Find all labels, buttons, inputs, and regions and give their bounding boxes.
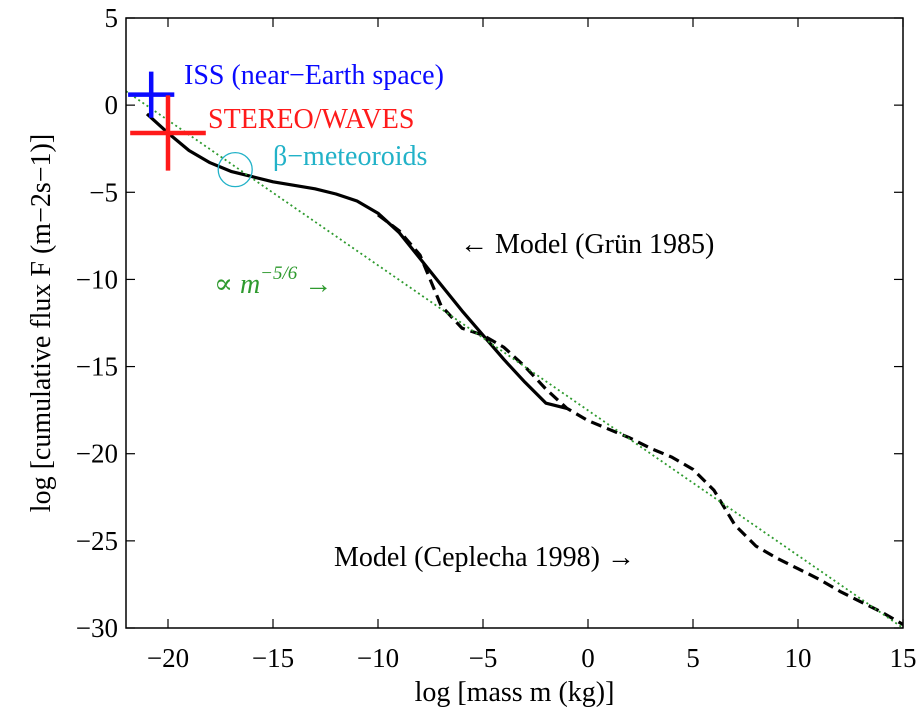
x-axis-ticks: −20 −15 −10 −5 0 5 10 15 (147, 18, 917, 673)
powerlaw-exponent: −5/6 (260, 263, 298, 284)
y-tick-label: −30 (76, 613, 118, 643)
x-tick-label: 0 (581, 643, 595, 673)
stereo-annotation: STEREO/WAVES (208, 104, 414, 135)
series-line-3 (126, 90, 903, 628)
grun-annotation: ← Model (Grün 1985) (460, 229, 714, 260)
plus-marker-2 (130, 95, 206, 171)
series-layer (126, 90, 903, 628)
y-tick-label: −20 (76, 439, 118, 469)
iss-annotation: ISS (near−Earth space) (184, 60, 444, 91)
powerlaw-arrow: → (297, 269, 332, 300)
x-tick-label: −15 (252, 643, 294, 673)
plus-marker-1 (128, 71, 175, 118)
beta-meteoroid-circle (217, 151, 253, 188)
y-tick-label: −25 (76, 526, 118, 556)
x-tick-label: 10 (785, 643, 812, 673)
marker-layer (128, 71, 253, 188)
y-tick-label: 5 (105, 3, 119, 33)
series-line-2 (377, 213, 903, 626)
y-tick-label: −15 (76, 352, 118, 382)
y-tick-label: −10 (76, 264, 118, 294)
x-tick-label: 15 (890, 643, 917, 673)
powerlaw-annotation: ∝ m−5/6 → (214, 263, 332, 300)
x-axis-label: log [mass m (kg)] (415, 677, 615, 708)
y-axis-ticks: 5 0 −5 −10 −15 −20 −25 −30 (76, 3, 903, 643)
x-tick-label: −10 (357, 643, 399, 673)
plot-frame (125, 17, 904, 629)
series-line-1 (145, 112, 568, 410)
x-tick-label: 5 (686, 643, 700, 673)
y-axis-label: log [cumulative flux F (m−2s−1)] (26, 134, 57, 512)
beta-annotation: β−meteoroids (273, 141, 427, 172)
powerlaw-prefix: ∝ m (214, 269, 260, 300)
y-tick-label: −5 (89, 177, 118, 207)
y-tick-label: 0 (105, 90, 119, 120)
x-tick-label: −5 (469, 643, 498, 673)
ceplecha-annotation: Model (Ceplecha 1998) → (334, 542, 635, 573)
x-tick-label: −20 (147, 643, 189, 673)
